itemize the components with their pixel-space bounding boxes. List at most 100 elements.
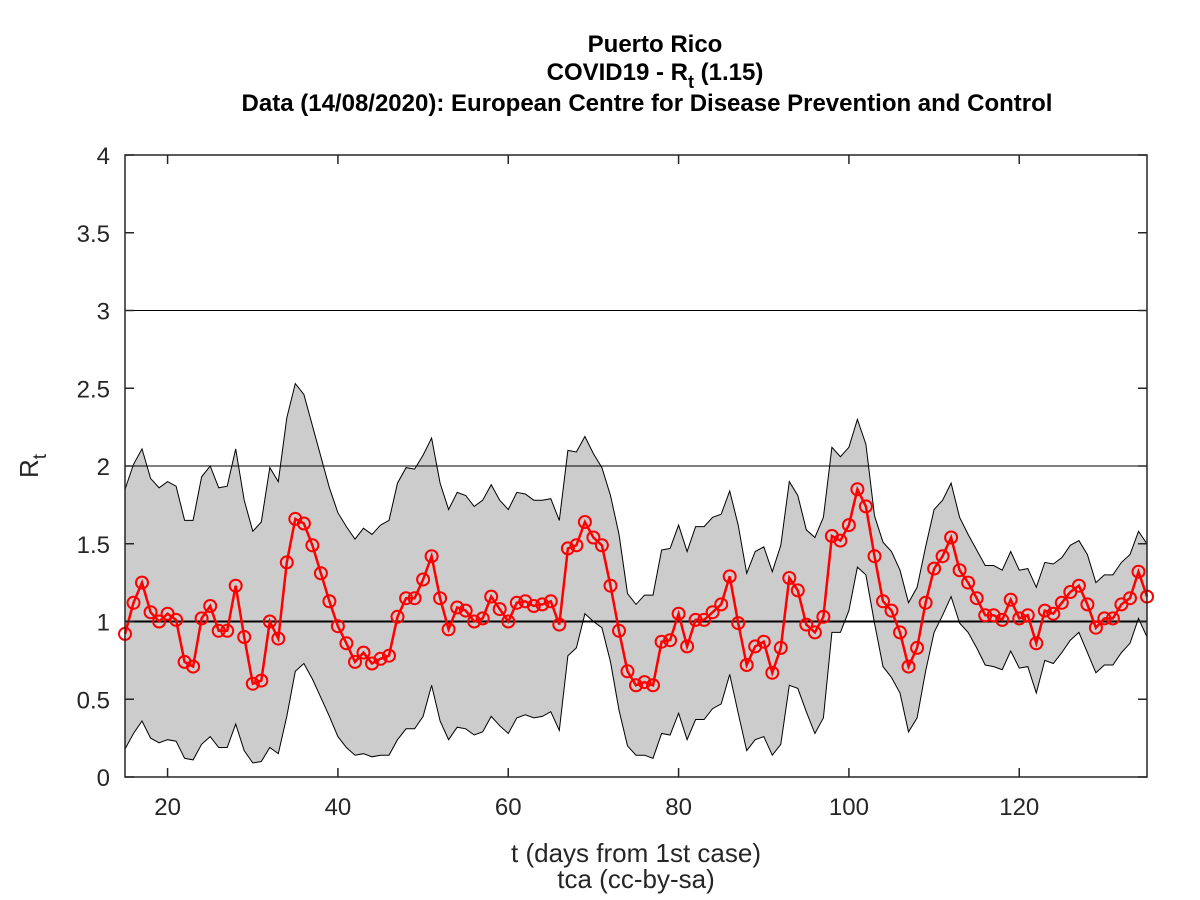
rt-point — [833, 533, 848, 548]
rt-point — [322, 594, 337, 609]
lower-bound-line — [124, 566, 1148, 764]
rt-point — [654, 634, 669, 649]
rt-point — [577, 515, 592, 529]
x-tick-labels: 20 40 60 80 100 120 — [154, 794, 1039, 821]
rt-point — [773, 640, 788, 655]
rt-point — [492, 602, 507, 617]
rt-point — [169, 612, 184, 627]
rt-point — [893, 625, 907, 640]
x-tick-label: 60 — [495, 794, 522, 821]
rt-point — [330, 619, 345, 634]
rt-point — [382, 648, 396, 663]
rt-point — [126, 595, 141, 610]
y-tick-label: 0.5 — [77, 687, 110, 714]
rt-point — [935, 549, 950, 564]
rt-point — [186, 659, 201, 674]
rt-point — [790, 583, 805, 598]
rt-point — [884, 603, 899, 618]
rt-point — [1088, 620, 1103, 635]
rt-point — [339, 636, 354, 651]
rt-point — [867, 549, 882, 564]
rt-point — [1080, 597, 1095, 612]
rt-point — [1046, 606, 1061, 621]
rt-point — [305, 538, 320, 553]
rt-point — [910, 640, 925, 655]
y-tick-label: 3 — [97, 299, 110, 326]
rt-point — [237, 630, 252, 644]
rt-point — [152, 614, 167, 629]
x-tick-label: 40 — [325, 794, 352, 821]
rt-point — [637, 675, 652, 690]
rt-point — [1131, 564, 1146, 579]
upper-bound-line — [124, 382, 1148, 606]
y-tick-label: 1 — [97, 610, 110, 637]
rt-point — [484, 589, 499, 604]
rt-point — [663, 633, 678, 648]
rt-point — [416, 572, 431, 587]
rt-point — [143, 605, 158, 620]
rt-point — [569, 538, 584, 553]
rt-point — [560, 541, 575, 556]
rt-point — [1105, 611, 1120, 626]
rt-point — [799, 617, 814, 632]
y-tick-label: 2.5 — [77, 376, 110, 403]
rt-point — [203, 599, 218, 613]
rt-point — [245, 676, 260, 691]
rt-point — [850, 482, 865, 497]
rt-point — [876, 594, 890, 609]
y-tick-label: 0 — [97, 765, 110, 792]
rt-point — [543, 594, 558, 609]
rt-point — [356, 645, 371, 660]
rt-point — [228, 578, 243, 593]
rt-point — [194, 611, 209, 626]
rt-point — [952, 563, 967, 578]
y-tick-label: 3.5 — [77, 221, 110, 248]
rt-point — [1037, 603, 1052, 618]
rt-point — [841, 518, 856, 533]
rt-point — [450, 600, 465, 615]
rt-point — [407, 591, 422, 606]
y-tick-labels: 0 0.5 1 1.5 2 2.5 3 3.5 4 — [77, 143, 110, 792]
rt-point — [629, 678, 643, 693]
rt-point — [705, 605, 720, 620]
rt-point — [373, 651, 388, 666]
rt-point — [944, 530, 959, 545]
rt-point — [441, 622, 456, 637]
rt-point — [535, 597, 550, 612]
rt-point — [424, 549, 439, 564]
rt-point — [995, 612, 1010, 627]
rt-point — [254, 673, 269, 688]
y-axis-label-subscript: t — [30, 453, 51, 459]
rt-point — [433, 591, 448, 606]
rt-point — [765, 665, 780, 680]
rt-point — [552, 617, 567, 632]
rt-point — [313, 566, 328, 581]
x-tick-label: 100 — [829, 794, 869, 821]
rt-point — [501, 614, 516, 629]
rt-point — [1071, 578, 1086, 593]
rt-point — [467, 614, 482, 629]
rt-point — [458, 603, 473, 618]
rt-point — [271, 631, 286, 646]
x-tick-label: 20 — [154, 794, 181, 821]
rt-point — [586, 530, 601, 545]
rt-point — [858, 499, 873, 514]
x-axis-label: t (days from 1st case) — [511, 838, 761, 868]
reference-lines — [125, 310, 1147, 623]
rt-point — [603, 578, 618, 593]
x-tick-label: 120 — [999, 794, 1039, 821]
y-axis-label-main: R — [14, 459, 44, 478]
rt-line — [123, 485, 1149, 687]
rt-point — [1029, 636, 1044, 651]
rt-point — [807, 625, 822, 640]
rt-point — [697, 612, 712, 627]
y-tick-label: 1.5 — [77, 532, 110, 559]
y-tick-label: 4 — [97, 143, 110, 170]
chart-source-line: Data (14/08/2020): European Centre for D… — [242, 90, 1053, 117]
rt-point — [816, 609, 831, 624]
rt-point — [714, 597, 729, 612]
rt-point — [688, 612, 703, 627]
rt-series — [118, 482, 1154, 693]
rt-point — [475, 611, 490, 626]
